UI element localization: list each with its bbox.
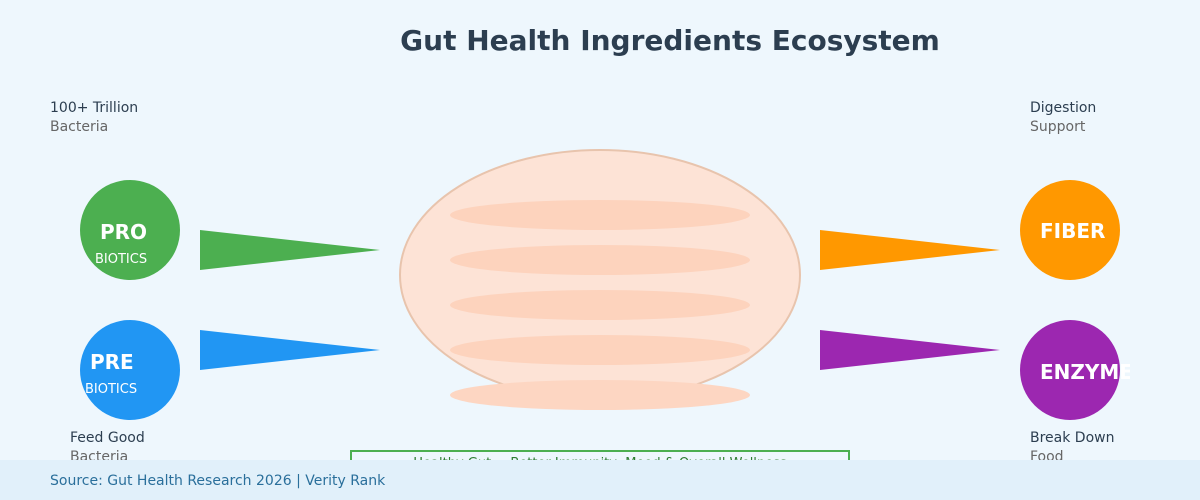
title: Gut Health Ingredients Ecosystem (400, 24, 940, 57)
node-label: PRE (90, 350, 134, 374)
label: Break Down (1030, 430, 1114, 446)
footer-text: Source: Gut Health Research 2026 | Verit… (50, 473, 386, 489)
node (80, 180, 180, 280)
node-label: FIBER (1040, 219, 1105, 243)
node (80, 320, 180, 420)
label: Support (1030, 119, 1086, 135)
node-label: PRO (100, 220, 147, 244)
stripe (450, 290, 750, 320)
arrow (200, 330, 380, 370)
label: Feed Good (70, 430, 145, 446)
node-sublabel: BIOTICS (85, 382, 137, 397)
arrow (820, 330, 1000, 370)
node (1020, 180, 1120, 280)
label: Bacteria (50, 119, 108, 135)
stripe (450, 380, 750, 410)
node-label: ENZYMES (1040, 360, 1147, 384)
stripe (450, 200, 750, 230)
label: Digestion (1030, 100, 1096, 116)
node (1020, 320, 1120, 420)
arrow (200, 230, 380, 270)
label: 100+ Trillion (50, 100, 138, 116)
arrow (820, 230, 1000, 270)
stripe (450, 245, 750, 275)
node-sublabel: BIOTICS (95, 252, 147, 267)
stripe (450, 335, 750, 365)
footer (0, 460, 1200, 500)
